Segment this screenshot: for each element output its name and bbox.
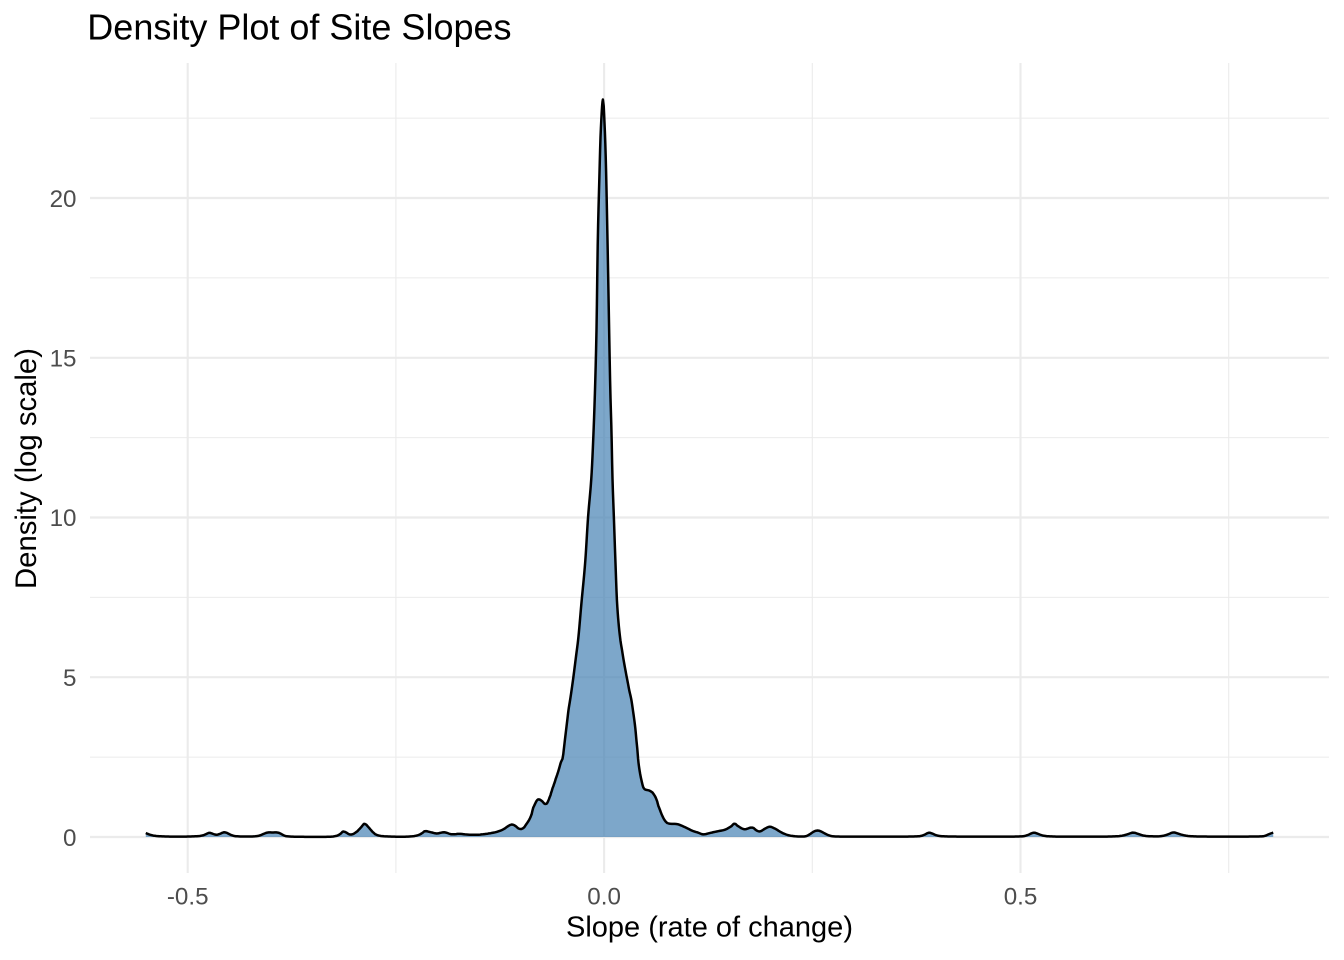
svg-text:0: 0 [63,825,76,852]
svg-text:5: 5 [63,665,76,692]
svg-text:Slope (rate of change): Slope (rate of change) [566,912,853,944]
svg-text:Density Plot of Site Slopes: Density Plot of Site Slopes [87,7,511,48]
svg-text:0.0: 0.0 [587,883,621,910]
svg-text:0.5: 0.5 [1004,883,1038,910]
svg-text:10: 10 [50,505,77,532]
svg-text:20: 20 [50,186,77,213]
svg-text:Density (log scale): Density (log scale) [10,348,43,589]
svg-text:15: 15 [50,346,77,373]
svg-text:-0.5: -0.5 [167,883,209,910]
